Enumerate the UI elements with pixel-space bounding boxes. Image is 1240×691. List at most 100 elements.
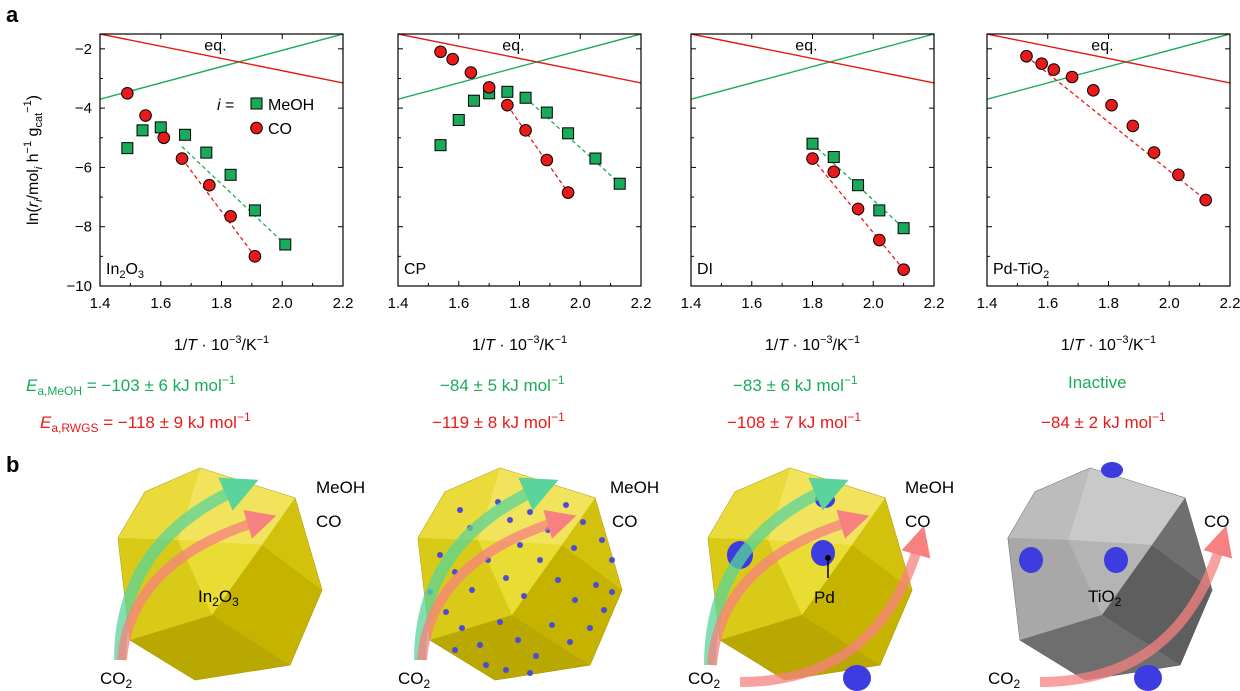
point-meoh: [519, 91, 532, 104]
point-co: [827, 165, 841, 179]
y-tick-label: −6: [75, 159, 92, 176]
schematic-3-pd-label: Pd: [814, 588, 835, 607]
schematic-2-co-label: CO: [612, 512, 638, 531]
schematic-3-meoh-label: MeOH: [905, 478, 954, 497]
nanoparticle-dot: [533, 653, 539, 659]
point-co: [897, 263, 910, 276]
schematic-2-meoh-label: MeOH: [610, 478, 659, 497]
x-axis-label: 1/T · 10−3/K−1: [765, 334, 860, 354]
nanoparticle-dot: [517, 542, 523, 548]
eq-line-co: [100, 34, 343, 84]
y-tick-label: −4: [75, 100, 92, 117]
x-axis-label: 1/T · 10−3/K−1: [174, 334, 269, 354]
eq-label: eq.: [502, 37, 524, 54]
catalyst-label: DI: [697, 261, 713, 278]
crystal-tio2: [1007, 462, 1233, 691]
x-tick-label: 1.8: [1098, 295, 1119, 312]
x-tick-label: 2.2: [1220, 295, 1240, 312]
ea-di-meoh: −83 ± 6 kJ mol−1: [733, 373, 858, 395]
equilibrium-lines: [691, 34, 934, 100]
nanoparticle-dot: [515, 637, 521, 643]
nanoparticle-dot: [443, 609, 449, 615]
nanoparticle-dot: [459, 625, 465, 631]
nanoparticle-dot: [503, 575, 509, 581]
fit-line-meoh: [525, 97, 621, 185]
legend-meoh-marker: [250, 97, 263, 110]
x-tick-label: 2.2: [924, 295, 945, 312]
eq-line-co: [691, 34, 934, 84]
legend-prefix: i =: [217, 97, 234, 114]
nanoparticle-dot: [599, 537, 605, 543]
x-tick-label: 1.8: [509, 295, 530, 312]
catalyst-label: CP: [404, 261, 426, 278]
x-tick-label: 1.4: [90, 295, 111, 312]
y-tick-label: −10: [67, 278, 92, 295]
plots-group: eq. 1.4 1.6 1.8 2.0 2.2 −2 −4 −6 −8 −10 1/T · 10−3/…: [22, 33, 1240, 354]
nanoparticle-dot: [587, 625, 593, 631]
nanoparticle-dot: [580, 519, 586, 525]
point-co: [1020, 49, 1033, 63]
x-tick-label: 2.0: [1159, 295, 1180, 312]
eq-line-meoh: [987, 34, 1230, 100]
plot-panel-1: eq. 1.4 1.6 1.8 2.0 2.2 −2 −4 −6 −8 −10 1/T · 10−3/…: [67, 33, 353, 354]
nanoparticle-dot: [469, 587, 475, 593]
point-meoh: [562, 127, 575, 140]
x-tick-label: 1.4: [681, 295, 702, 312]
plot-panel-4: eq. 1.4 1.6 1.8 2.0 2.2 1/T · 10−3/K−1 Pd-TiO2: [977, 33, 1240, 354]
fit-line-co: [181, 158, 256, 257]
point-meoh: [852, 179, 865, 192]
point-co: [203, 178, 216, 192]
nanoparticle-dot: [549, 622, 555, 628]
ea-di-rwgs: −108 ± 7 kJ mol−1: [727, 410, 862, 432]
schematic-3-co-label: CO: [905, 512, 931, 531]
x-tick-label: 1.4: [977, 295, 998, 312]
nanoparticle-dot: [572, 597, 578, 603]
point-co: [248, 250, 262, 263]
schematic-3-co2-label: CO2: [688, 669, 721, 691]
point-co: [806, 152, 819, 165]
catalyst-label: Pd-TiO2: [993, 261, 1049, 281]
nanoparticle-dot: [477, 642, 483, 648]
schematic-1-crystal-label: In2O3: [198, 587, 239, 609]
point-co: [434, 45, 447, 59]
ea-rwgs-inline: Ea,RWGS = −118 ± 9 kJ mol−1: [40, 410, 251, 435]
point-co: [1065, 70, 1079, 84]
eq-label: eq.: [1091, 37, 1113, 54]
point-meoh: [279, 238, 292, 251]
point-meoh: [154, 121, 167, 134]
point-meoh: [136, 124, 149, 137]
point-co: [1126, 119, 1140, 133]
point-co: [175, 152, 189, 165]
y-tick-label: −2: [75, 41, 92, 58]
panel-label-b: b: [6, 452, 20, 477]
point-co: [1147, 146, 1161, 159]
nanoparticle-dot: [437, 552, 443, 558]
fit-line-meoh: [181, 146, 286, 245]
nanoparticle-dot: [593, 582, 599, 588]
point-meoh: [224, 168, 237, 181]
x-tick-label: 1.6: [1037, 295, 1058, 312]
point-co: [1105, 98, 1118, 112]
point-co: [446, 52, 459, 66]
point-meoh: [179, 128, 192, 141]
point-co: [464, 66, 478, 79]
point-co: [1047, 63, 1061, 76]
point-co: [224, 210, 237, 223]
point-meoh: [121, 142, 134, 155]
x-tick-label: 2.0: [570, 295, 591, 312]
ea-tio2-meoh: Inactive: [1068, 373, 1127, 392]
point-co: [561, 186, 575, 199]
point-meoh: [501, 85, 514, 98]
x-tick-label: 2.0: [272, 295, 293, 312]
point-meoh: [806, 137, 819, 150]
eq-line-meoh: [100, 34, 343, 100]
x-axis-label: 1/T · 10−3/K−1: [472, 334, 567, 354]
nanoparticle-dot: [503, 667, 509, 673]
point-meoh: [467, 94, 480, 107]
point-meoh: [897, 222, 910, 235]
point-co: [482, 81, 496, 94]
fit-line-co: [506, 104, 569, 193]
nanoparticle-dot: [537, 557, 543, 563]
eq-line-co: [398, 34, 641, 84]
schematic-1-co2-label: CO2: [100, 669, 133, 691]
